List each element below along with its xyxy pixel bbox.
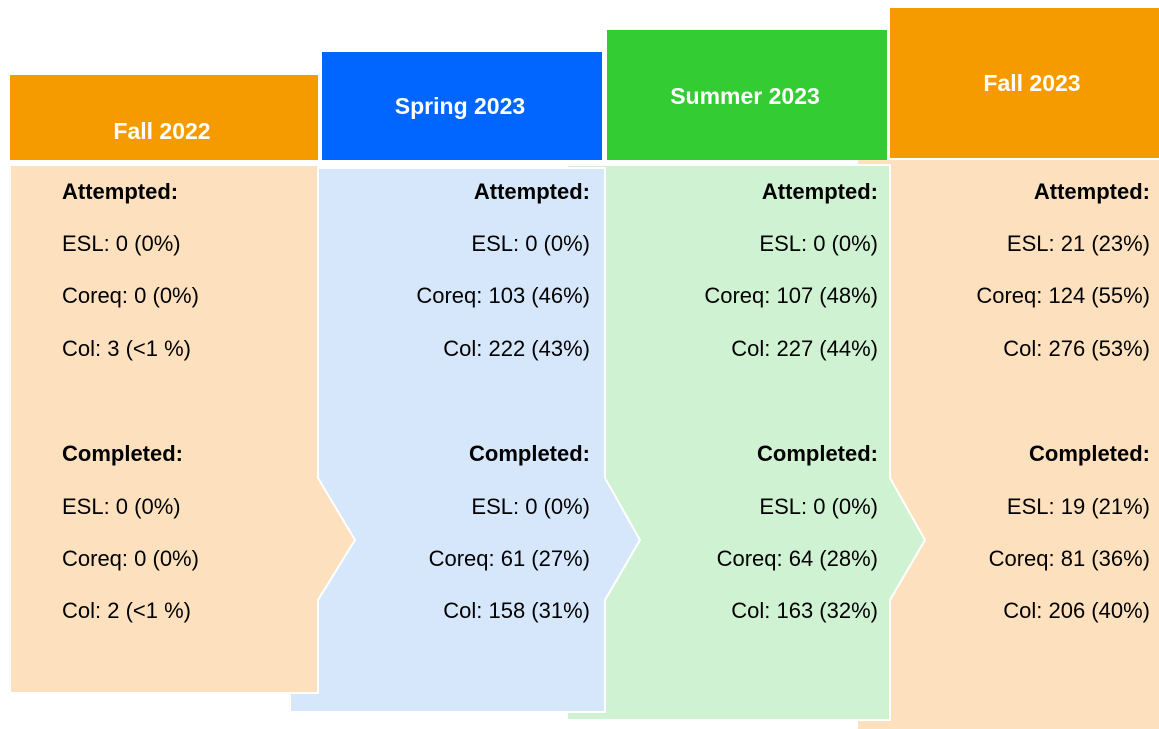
section-label: Attempted: <box>474 179 590 204</box>
stat-line: ESL: 21 (23%) <box>1007 231 1150 256</box>
stat-line: Coreq: 81 (36%) <box>989 546 1150 571</box>
stat-line: Col: 2 (<1 %) <box>62 598 191 623</box>
stat-line: ESL: 0 (0%) <box>759 494 878 519</box>
stat-line: Col: 206 (40%) <box>1003 598 1150 623</box>
stat-line: Coreq: 107 (48%) <box>704 283 878 308</box>
panel <box>9 164 357 694</box>
stat-line: Col: 163 (32%) <box>731 598 878 623</box>
section-label: Completed: <box>1029 441 1150 466</box>
header-box <box>890 8 1159 158</box>
stat-line: Col: 3 (<1 %) <box>62 336 191 361</box>
column-header: Fall 2023 <box>983 70 1080 96</box>
section-label: Attempted: <box>62 179 178 204</box>
stat-line: ESL: 19 (21%) <box>1007 494 1150 519</box>
stat-line: Col: 276 (53%) <box>1003 336 1150 361</box>
stat-line: ESL: 0 (0%) <box>471 231 590 256</box>
headers <box>10 8 1159 160</box>
stat-line: ESL: 0 (0%) <box>62 494 181 519</box>
stat-line: Coreq: 64 (28%) <box>717 546 878 571</box>
stat-line: Coreq: 124 (55%) <box>976 283 1150 308</box>
section-label: Attempted: <box>762 179 878 204</box>
stat-line: ESL: 0 (0%) <box>471 494 590 519</box>
stat-line: ESL: 0 (0%) <box>62 231 181 256</box>
section-label: Completed: <box>62 441 183 466</box>
header-box <box>607 30 887 160</box>
stat-line: Coreq: 0 (0%) <box>62 546 199 571</box>
section-label: Attempted: <box>1034 179 1150 204</box>
header-box <box>10 75 318 160</box>
stat-line: Coreq: 0 (0%) <box>62 283 199 308</box>
panels <box>9 160 1159 729</box>
stat-line: Coreq: 61 (27%) <box>429 546 590 571</box>
section-label: Completed: <box>469 441 590 466</box>
stat-line: ESL: 0 (0%) <box>759 231 878 256</box>
stat-line: Col: 158 (31%) <box>443 598 590 623</box>
stat-line: Col: 227 (44%) <box>731 336 878 361</box>
panel <box>289 167 642 713</box>
stat-line: Col: 222 (43%) <box>443 336 590 361</box>
column-header: Summer 2023 <box>670 83 820 109</box>
panel <box>858 160 1159 729</box>
section-label: Completed: <box>757 441 878 466</box>
panel <box>566 164 927 721</box>
column-header: Fall 2022 <box>113 118 210 144</box>
column-header: Spring 2023 <box>395 93 525 119</box>
stat-line: Coreq: 103 (46%) <box>416 283 590 308</box>
header-box <box>322 52 602 160</box>
